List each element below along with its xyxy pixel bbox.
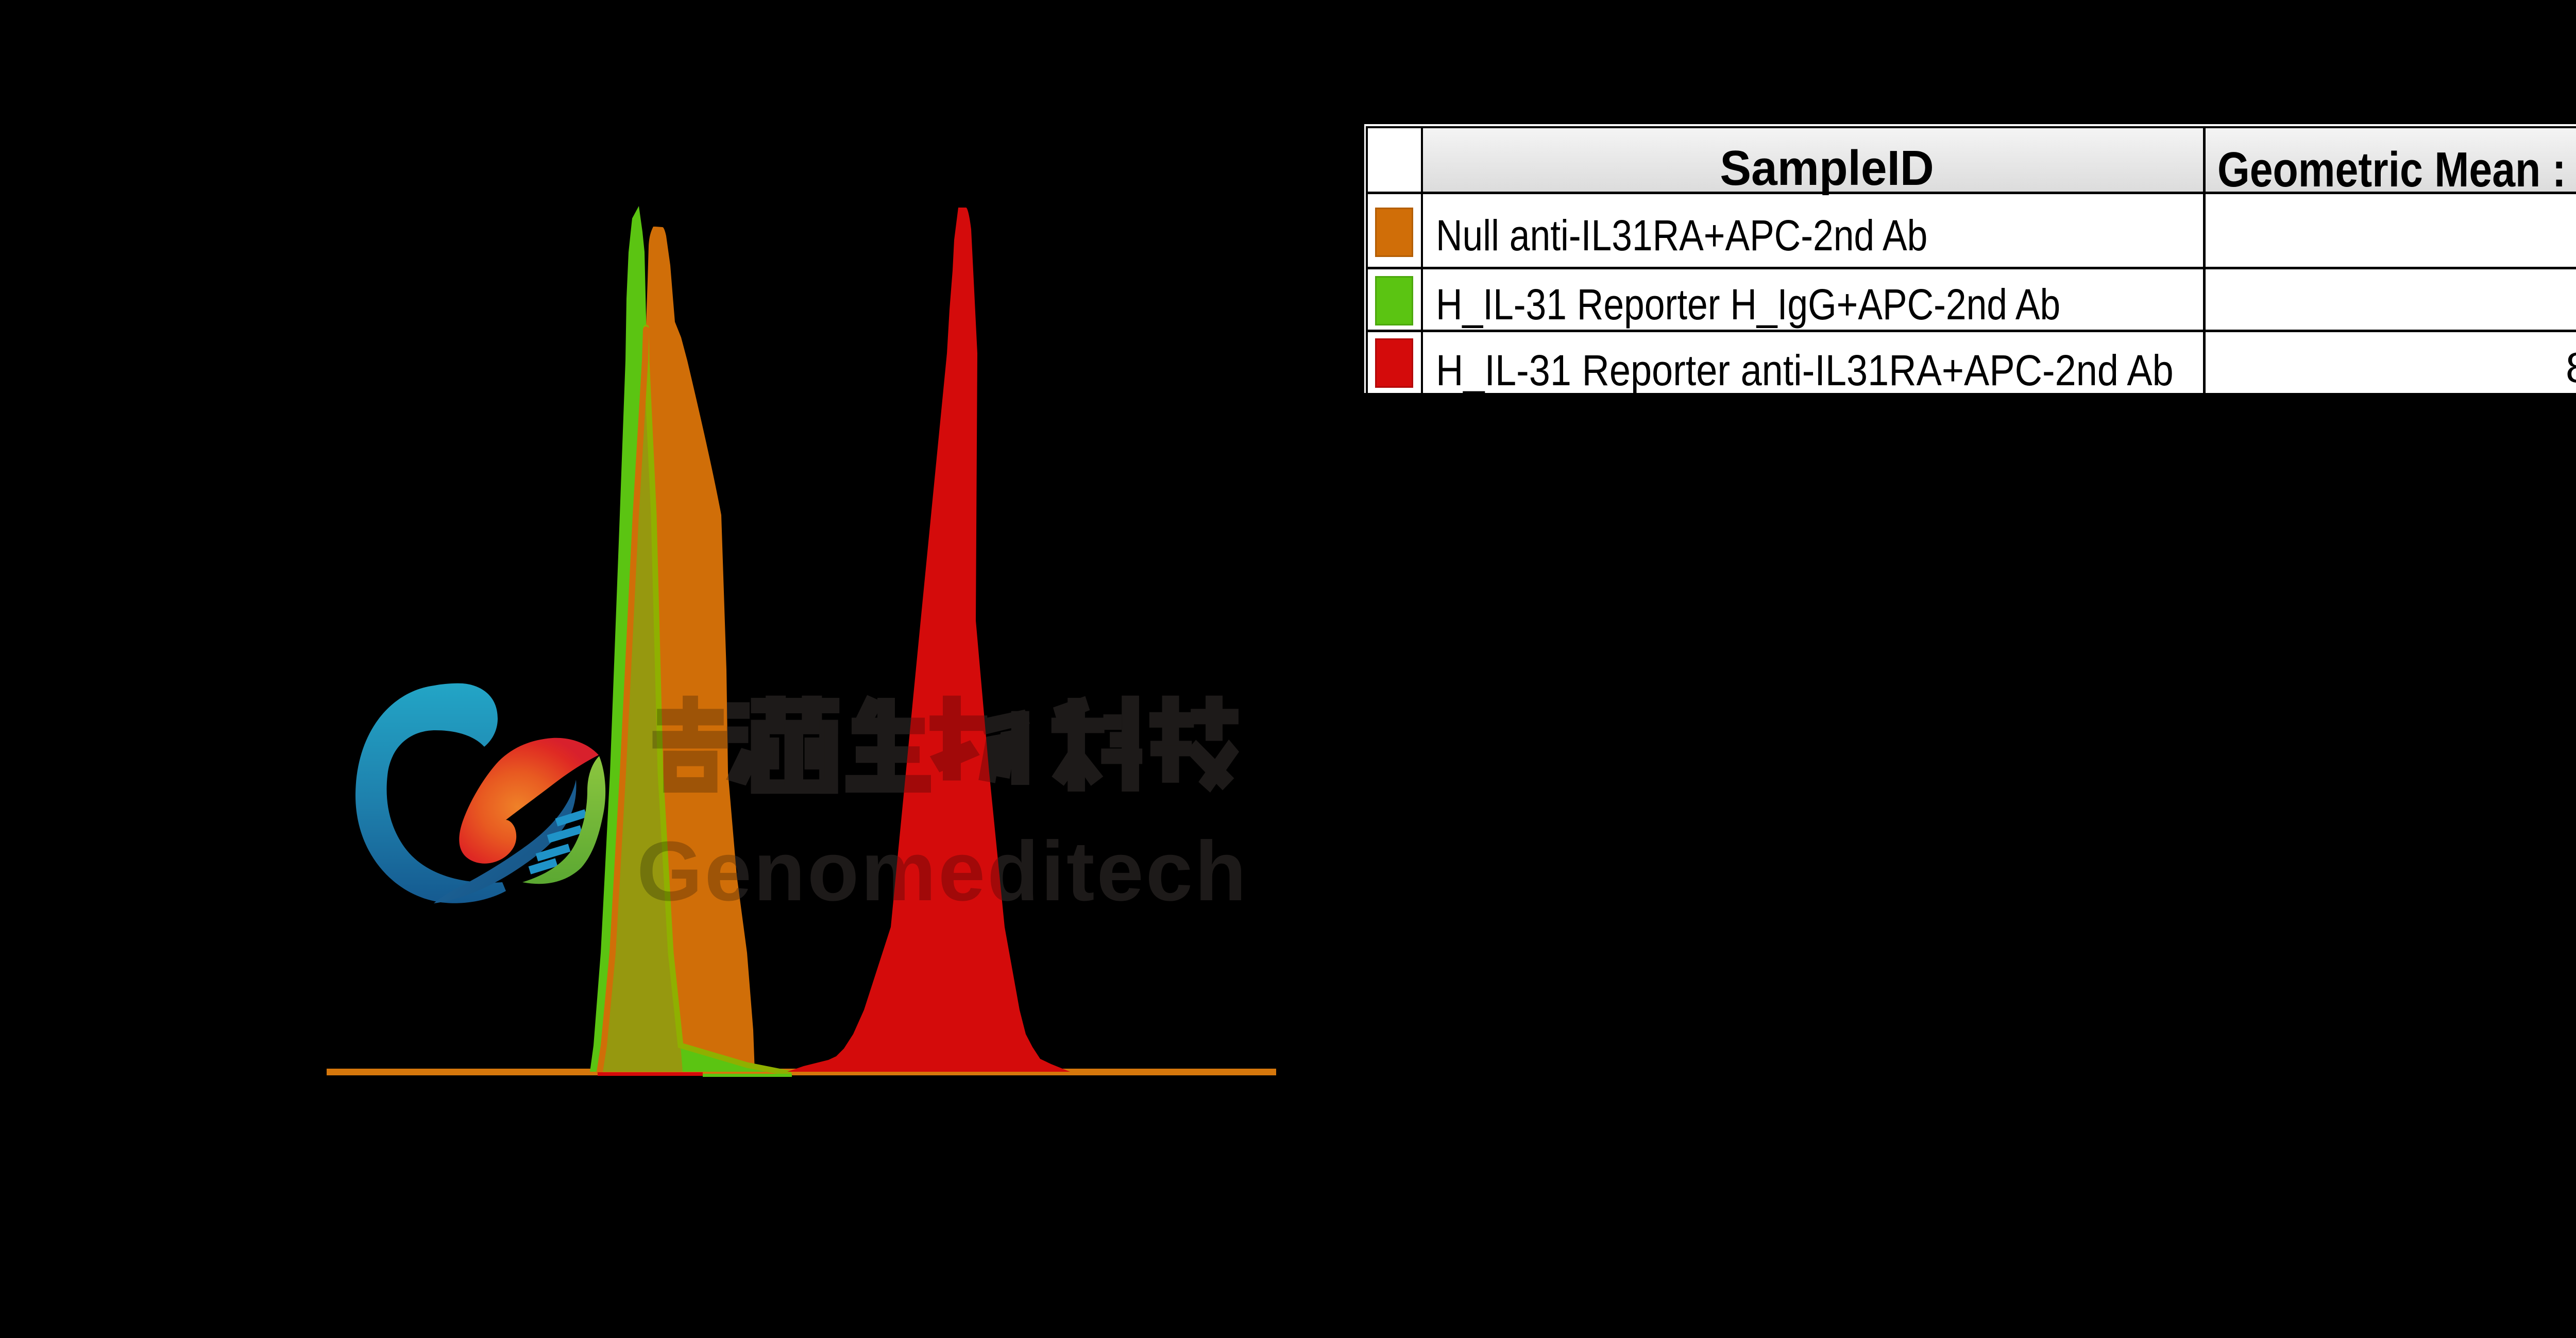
svg-text:Genomeditech: Genomeditech — [637, 824, 1248, 918]
svg-text:SampleID: SampleID — [1720, 140, 1934, 196]
svg-text:Null anti-IL31RA+APC-2nd Ab: Null anti-IL31RA+APC-2nd Ab — [1436, 211, 1927, 260]
svg-text:H_IL-31 Reporter H_IgG+APC-2nd: H_IL-31 Reporter H_IgG+APC-2nd Ab — [1436, 280, 2060, 329]
svg-text:H_IL-31 Reporter anti-IL31RA+A: H_IL-31 Reporter anti-IL31RA+APC-2nd Ab — [1436, 346, 2174, 394]
svg-text:Geometric Mean : FL11-H: Geometric Mean : FL11-H — [2217, 142, 2576, 197]
svg-text:8.77E5: 8.77E5 — [2566, 344, 2576, 391]
